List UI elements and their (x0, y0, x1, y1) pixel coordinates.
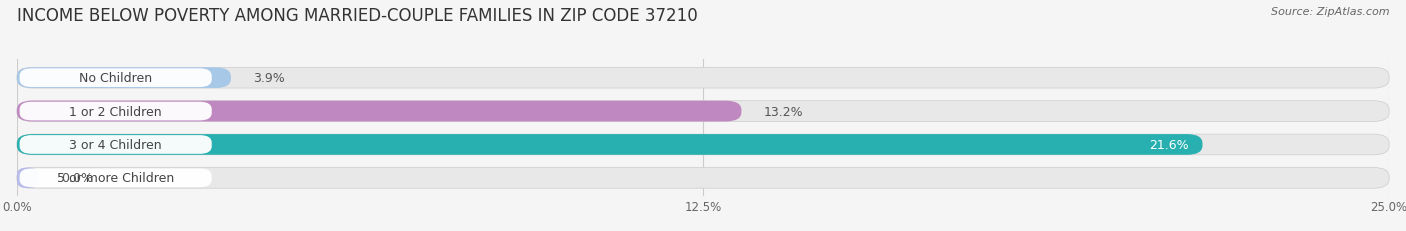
Text: Source: ZipAtlas.com: Source: ZipAtlas.com (1271, 7, 1389, 17)
Text: 21.6%: 21.6% (1149, 138, 1189, 151)
Text: 5 or more Children: 5 or more Children (58, 172, 174, 185)
FancyBboxPatch shape (17, 168, 1389, 188)
Text: 3 or 4 Children: 3 or 4 Children (69, 138, 162, 151)
Text: 13.2%: 13.2% (763, 105, 803, 118)
FancyBboxPatch shape (17, 168, 39, 188)
Text: No Children: No Children (79, 72, 152, 85)
FancyBboxPatch shape (17, 68, 231, 89)
Text: 1 or 2 Children: 1 or 2 Children (69, 105, 162, 118)
FancyBboxPatch shape (20, 69, 212, 88)
FancyBboxPatch shape (20, 136, 212, 154)
FancyBboxPatch shape (20, 169, 212, 187)
Text: 0.0%: 0.0% (60, 172, 93, 185)
FancyBboxPatch shape (17, 134, 1202, 155)
FancyBboxPatch shape (17, 134, 1389, 155)
FancyBboxPatch shape (17, 101, 1389, 122)
Text: INCOME BELOW POVERTY AMONG MARRIED-COUPLE FAMILIES IN ZIP CODE 37210: INCOME BELOW POVERTY AMONG MARRIED-COUPL… (17, 7, 697, 25)
FancyBboxPatch shape (17, 68, 1389, 89)
Text: 3.9%: 3.9% (253, 72, 284, 85)
FancyBboxPatch shape (20, 102, 212, 121)
FancyBboxPatch shape (17, 101, 741, 122)
